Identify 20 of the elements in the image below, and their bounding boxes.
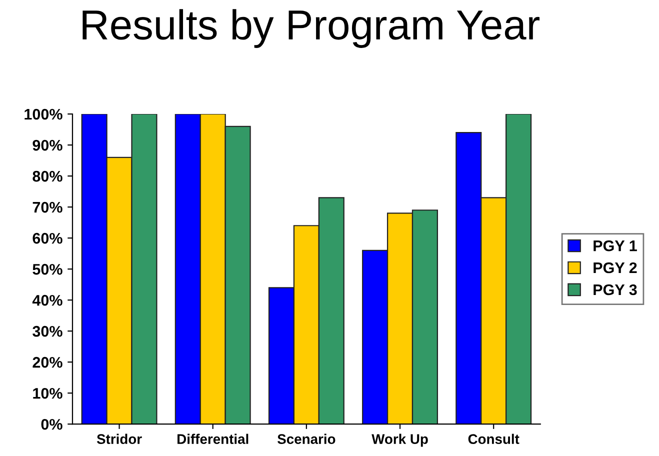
x-tick-label: Work Up (372, 434, 428, 447)
y-tick-label: 100% (24, 108, 62, 120)
y-tick-label: 30% (32, 326, 62, 337)
y-tick-label: 40% (32, 294, 62, 306)
x-tick-label: Scenario (278, 434, 336, 444)
x-tick-label: Stridor (96, 434, 142, 444)
legend-label: PGY 1 (594, 240, 637, 252)
y-tick-label: 70% (32, 202, 62, 213)
x-tick-label: Consult (468, 434, 520, 444)
x-tick-label: Differential (178, 434, 248, 444)
y-tick-label: 20% (32, 356, 62, 368)
y-tick-label: 60% (32, 232, 62, 244)
y-tick-label: 0% (41, 418, 62, 430)
chart-title: Results by Program Year (82, 9, 540, 48)
legend-label: PGY 3 (594, 284, 637, 296)
legend-label: PGY 2 (594, 262, 637, 274)
y-tick-label: 50% (32, 264, 62, 275)
y-tick-label: 90% (32, 140, 62, 151)
y-tick-label: 10% (33, 388, 62, 399)
y-tick-label: 80% (32, 170, 62, 182)
